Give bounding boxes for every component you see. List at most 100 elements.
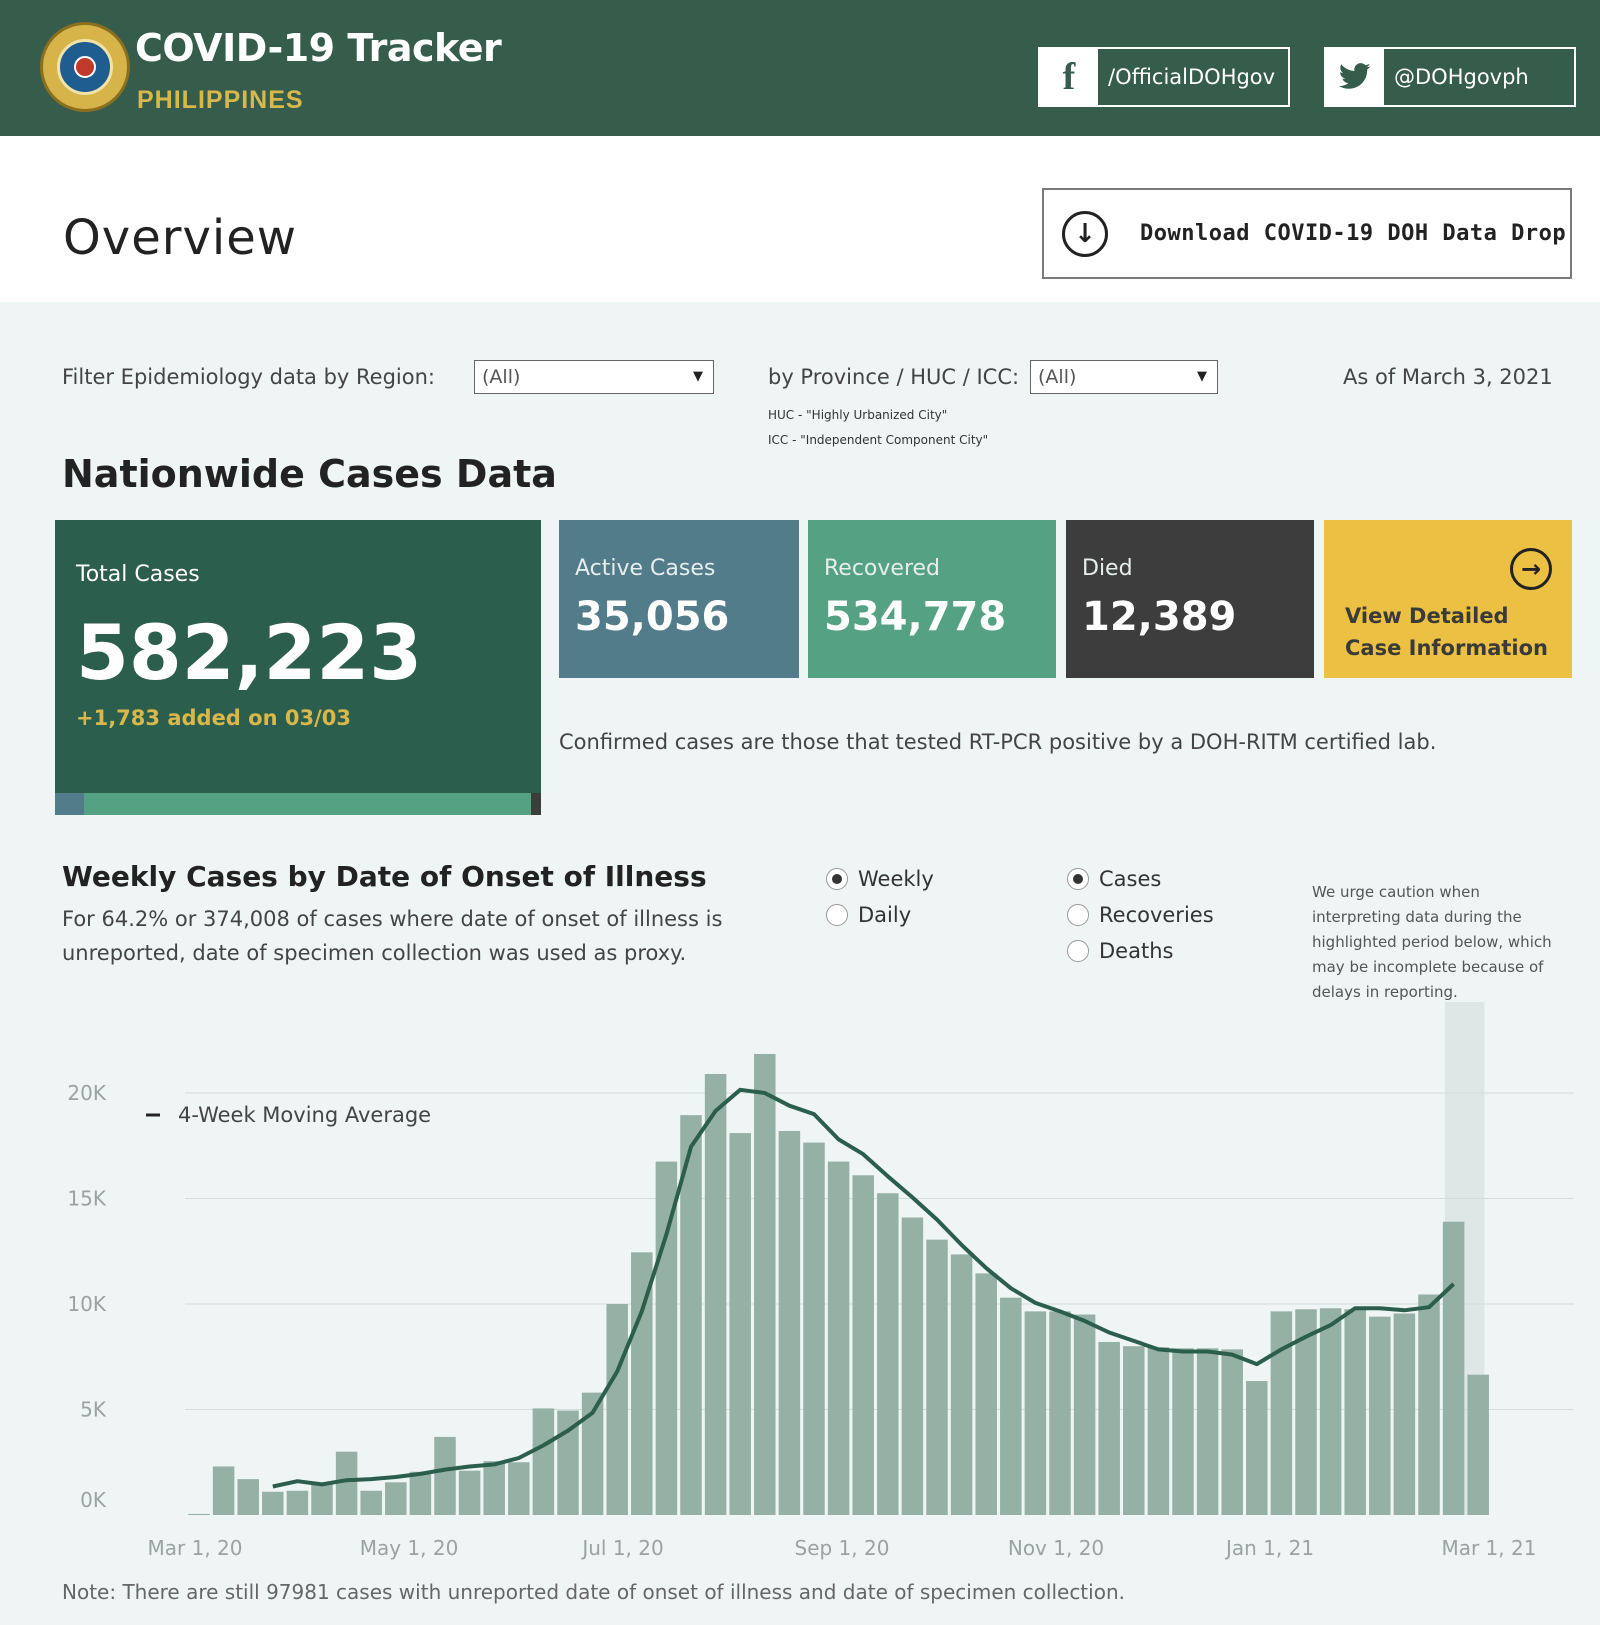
overview-band: Overview ↓ Download COVID-19 DOH Data Dr…	[0, 136, 1600, 302]
died-label: Died	[1082, 556, 1133, 581]
bar	[1221, 1349, 1243, 1515]
bar	[1123, 1346, 1145, 1515]
download-data-button[interactable]: ↓ Download COVID-19 DOH Data Drop	[1042, 188, 1572, 279]
page-title: Overview	[63, 210, 297, 266]
active-cases-label: Active Cases	[575, 556, 716, 581]
radio-unselected-icon	[1067, 904, 1089, 926]
y-tick-label: 10K	[67, 1292, 106, 1316]
bar	[532, 1408, 555, 1515]
bar	[1196, 1348, 1219, 1515]
radio-recoveries-label: Recoveries	[1099, 903, 1214, 927]
total-cases-label: Total Cases	[76, 562, 200, 587]
region-filter-label: Filter Epidemiology data by Region:	[62, 365, 435, 389]
app-header: COVID-19 Tracker PHILIPPINES f /Official…	[0, 0, 1600, 136]
bar	[975, 1273, 997, 1515]
bar	[1172, 1348, 1194, 1515]
as-of-date: As of March 3, 2021	[1343, 365, 1553, 389]
radio-daily[interactable]: Daily	[826, 903, 911, 927]
bar	[704, 1074, 727, 1515]
province-select[interactable]: (All) ▼	[1030, 360, 1218, 394]
radio-cases-label: Cases	[1099, 867, 1162, 891]
y-tick-label: 15K	[67, 1187, 106, 1211]
facebook-link[interactable]: f /OfficialDOHgov	[1038, 47, 1290, 107]
x-tick-label: Nov 1, 20	[1008, 1536, 1104, 1560]
radio-unselected-icon	[826, 904, 848, 926]
bar	[1442, 1221, 1465, 1515]
bar	[311, 1484, 333, 1515]
recovered-value: 534,778	[824, 594, 1007, 640]
bar	[237, 1479, 259, 1515]
arrow-right-circle-icon: →	[1510, 548, 1552, 590]
bar	[508, 1462, 530, 1515]
bar	[926, 1239, 948, 1515]
bar	[1098, 1341, 1120, 1515]
doh-logo	[40, 22, 130, 112]
facebook-icon: f	[1040, 49, 1098, 105]
total-cases-card: Total Cases 582,223 +1,783 added on 03/0…	[55, 520, 541, 793]
bar	[852, 1175, 874, 1515]
app-title: COVID-19 Tracker	[135, 26, 502, 70]
bar	[262, 1491, 284, 1515]
bar	[1024, 1311, 1047, 1515]
confirmed-cases-note: Confirmed cases are those that tested RT…	[559, 730, 1437, 754]
weekly-cases-chart[interactable]: 0K 5K 10K 15K 20K Mar 1, 20 May 1, 20 Jul 1, 20…	[0, 1002, 1600, 1577]
radio-cases[interactable]: Cases	[1067, 867, 1161, 891]
active-cases-card: Active Cases 35,056	[559, 520, 799, 678]
huc-note: HUC - "Highly Urbanized City"	[768, 408, 948, 422]
facebook-handle: /OfficialDOHgov	[1108, 65, 1276, 89]
x-tick-label: May 1, 20	[360, 1536, 459, 1560]
active-cases-value: 35,056	[575, 594, 730, 640]
radio-weekly[interactable]: Weekly	[826, 867, 934, 891]
bar	[286, 1490, 309, 1515]
bar	[1467, 1374, 1489, 1515]
province-select-value: (All)	[1038, 366, 1077, 388]
bar	[335, 1451, 358, 1515]
radio-selected-icon	[1067, 868, 1089, 890]
caution-note: We urge caution when interpreting data d…	[1312, 883, 1552, 1001]
legend-label: 4-Week Moving Average	[178, 1103, 431, 1127]
bar	[778, 1130, 801, 1515]
cases-added: +1,783 added on 03/03	[76, 706, 351, 730]
bar	[483, 1461, 505, 1515]
bar	[409, 1471, 432, 1515]
icc-note: ICC - "Independent Component City"	[768, 433, 989, 447]
bar	[901, 1217, 924, 1515]
dropdown-arrow-icon: ▼	[693, 369, 703, 384]
bar	[188, 1513, 210, 1515]
chart-footnote: Note: There are still 97981 cases with u…	[62, 1580, 1125, 1604]
recovered-label: Recovered	[824, 556, 941, 581]
bar	[581, 1392, 604, 1515]
bar	[1393, 1313, 1416, 1515]
bar	[950, 1254, 973, 1515]
twitter-link[interactable]: @DOHgovph	[1324, 47, 1576, 107]
bar	[729, 1133, 751, 1515]
view-detailed-case-button[interactable]: → View Detailed Case Information	[1324, 520, 1572, 678]
radio-deaths[interactable]: Deaths	[1067, 939, 1173, 963]
bar	[385, 1482, 407, 1515]
radio-selected-icon	[826, 868, 848, 890]
bar	[1418, 1294, 1440, 1515]
y-tick-label: 20K	[67, 1081, 106, 1105]
bar	[458, 1470, 481, 1515]
bar	[1344, 1309, 1366, 1515]
total-cases-value: 582,223	[76, 608, 423, 697]
y-tick-label: 5K	[80, 1398, 107, 1422]
section-title: Nationwide Cases Data	[62, 452, 557, 496]
bar	[1369, 1316, 1391, 1515]
bar	[1319, 1308, 1342, 1515]
x-tick-label: Mar 1, 21	[1441, 1536, 1536, 1560]
radio-recoveries[interactable]: Recoveries	[1067, 903, 1214, 927]
radio-weekly-label: Weekly	[858, 867, 934, 891]
moving-average-line	[272, 1087, 1455, 1489]
twitter-icon	[1326, 49, 1384, 105]
bar	[1073, 1314, 1096, 1515]
twitter-handle: @DOHgovph	[1394, 65, 1529, 89]
region-select[interactable]: (All) ▼	[474, 360, 714, 394]
x-tick-label: Sep 1, 20	[795, 1536, 890, 1560]
bar	[1295, 1309, 1317, 1515]
died-value: 12,389	[1082, 594, 1237, 640]
bar	[803, 1142, 825, 1515]
bar	[557, 1410, 579, 1515]
app-subtitle: PHILIPPINES	[137, 86, 304, 114]
recovered-card: Recovered 534,778	[808, 520, 1056, 678]
